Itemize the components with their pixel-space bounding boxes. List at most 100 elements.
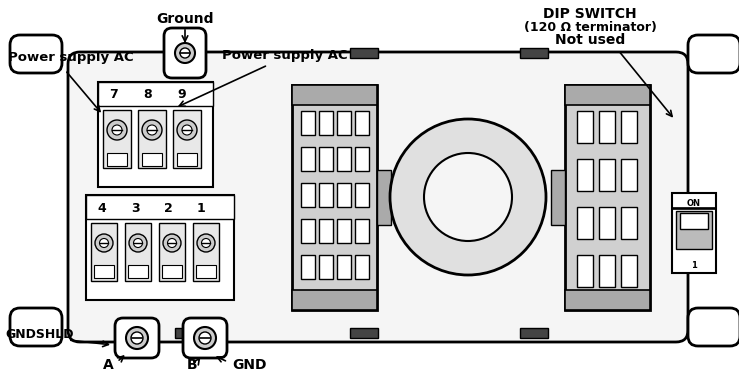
Text: GND: GND	[232, 358, 267, 372]
Bar	[292, 85, 377, 105]
Bar	[142, 153, 162, 166]
Bar	[292, 85, 377, 310]
Circle shape	[147, 125, 157, 135]
Text: DIP SWITCH: DIP SWITCH	[543, 7, 637, 21]
Text: 9: 9	[177, 88, 186, 102]
Circle shape	[131, 332, 143, 344]
Bar	[94, 265, 114, 278]
FancyBboxPatch shape	[68, 52, 688, 342]
Circle shape	[142, 120, 162, 140]
Circle shape	[180, 48, 190, 58]
Bar	[301, 219, 315, 243]
Circle shape	[202, 239, 211, 248]
Circle shape	[199, 332, 211, 344]
Text: ON: ON	[687, 199, 701, 208]
Bar	[350, 328, 378, 338]
Bar	[577, 159, 593, 191]
Bar	[159, 223, 185, 281]
Circle shape	[163, 234, 181, 252]
Bar	[319, 111, 333, 135]
Bar	[680, 213, 708, 229]
Bar	[599, 111, 615, 143]
Bar	[337, 183, 351, 207]
Text: 4: 4	[98, 201, 106, 215]
Text: Power supply AC: Power supply AC	[8, 52, 134, 64]
Bar	[355, 219, 369, 243]
FancyBboxPatch shape	[10, 308, 62, 346]
Bar	[621, 111, 637, 143]
Bar	[350, 48, 378, 58]
Text: A: A	[103, 358, 113, 372]
Circle shape	[194, 327, 216, 349]
Text: Ground: Ground	[156, 12, 214, 26]
Bar	[672, 207, 716, 208]
Bar	[193, 223, 219, 281]
Circle shape	[424, 153, 512, 241]
Bar	[672, 193, 716, 273]
Bar	[520, 48, 548, 58]
Bar	[621, 207, 637, 239]
Circle shape	[182, 125, 192, 135]
FancyBboxPatch shape	[688, 308, 739, 346]
Bar	[301, 147, 315, 171]
Bar	[301, 255, 315, 279]
Text: GNDSHLD: GNDSHLD	[5, 329, 73, 341]
Bar	[319, 219, 333, 243]
Bar	[337, 111, 351, 135]
Bar	[173, 110, 201, 168]
Bar	[355, 255, 369, 279]
Bar	[86, 195, 234, 219]
FancyBboxPatch shape	[164, 28, 206, 78]
Circle shape	[168, 239, 177, 248]
Text: (120 Ω terminator): (120 Ω terminator)	[523, 21, 656, 33]
Text: 1: 1	[197, 201, 205, 215]
Bar	[91, 223, 117, 281]
Circle shape	[100, 239, 109, 248]
FancyBboxPatch shape	[10, 35, 62, 73]
Bar	[577, 207, 593, 239]
Text: 1: 1	[691, 260, 697, 270]
Circle shape	[126, 327, 148, 349]
Bar	[103, 110, 131, 168]
Text: 7: 7	[109, 88, 118, 102]
Bar	[128, 265, 148, 278]
Text: 8: 8	[143, 88, 152, 102]
Circle shape	[177, 120, 197, 140]
Bar	[355, 147, 369, 171]
Bar	[86, 195, 234, 300]
Bar	[162, 265, 182, 278]
Circle shape	[112, 125, 122, 135]
Text: 2: 2	[163, 201, 172, 215]
Text: B: B	[187, 358, 197, 372]
Bar	[377, 170, 391, 225]
Bar	[599, 207, 615, 239]
Bar	[599, 255, 615, 287]
Bar	[196, 265, 216, 278]
Bar	[319, 255, 333, 279]
Bar	[301, 111, 315, 135]
Circle shape	[175, 43, 195, 63]
Bar	[319, 147, 333, 171]
FancyBboxPatch shape	[115, 318, 159, 358]
Circle shape	[134, 239, 143, 248]
Bar	[621, 255, 637, 287]
Bar	[98, 82, 213, 106]
Bar	[355, 111, 369, 135]
Bar	[107, 153, 127, 166]
Bar	[355, 183, 369, 207]
Bar	[551, 170, 565, 225]
Bar	[520, 328, 548, 338]
Bar	[319, 183, 333, 207]
FancyBboxPatch shape	[688, 35, 739, 73]
Bar	[577, 255, 593, 287]
Bar	[337, 255, 351, 279]
Bar	[125, 223, 151, 281]
Bar	[599, 159, 615, 191]
Bar	[565, 290, 650, 310]
Circle shape	[95, 234, 113, 252]
Circle shape	[129, 234, 147, 252]
Bar	[175, 328, 203, 338]
Bar	[621, 159, 637, 191]
Text: Power supply AC: Power supply AC	[222, 50, 347, 62]
Text: 3: 3	[131, 201, 140, 215]
